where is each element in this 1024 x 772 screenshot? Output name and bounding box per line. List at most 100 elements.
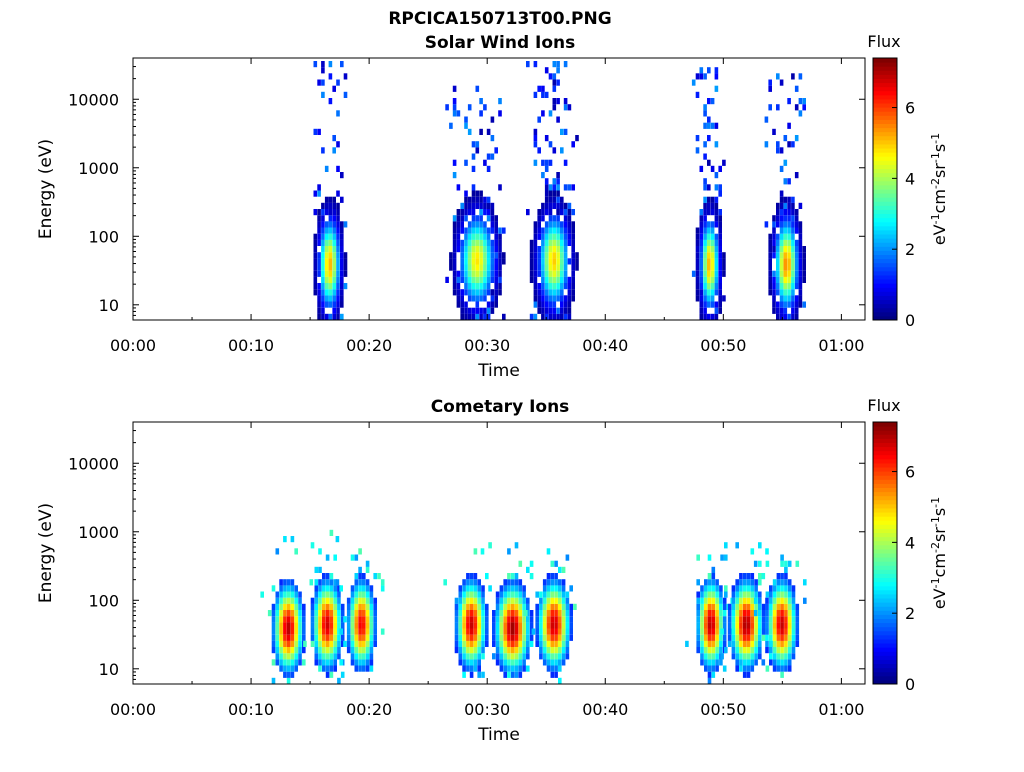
- colorbar-tick-label: 2: [905, 604, 915, 623]
- spectrogram-cell: [275, 548, 280, 555]
- spectrogram-cell: [369, 647, 374, 654]
- colorbar-segment: [873, 127, 897, 133]
- spectrogram-cell: [548, 239, 553, 246]
- spectrogram-cell: [492, 640, 496, 647]
- spectrogram-cell: [526, 634, 530, 641]
- spectrogram-cell: [784, 610, 788, 617]
- spectrogram-cell: [462, 640, 466, 647]
- spectrogram-cell: [460, 215, 464, 222]
- spectrogram-cell: [719, 597, 723, 604]
- spectrogram-cell: [544, 135, 549, 142]
- spectrogram-cell: [769, 610, 773, 617]
- spectrogram-cell: [791, 603, 796, 610]
- spectrogram-cell: [552, 85, 557, 92]
- spectrogram-cell: [704, 610, 708, 617]
- spectrogram-cell: [715, 640, 719, 647]
- spectrogram-cell: [561, 597, 566, 604]
- spectrogram-cell: [333, 610, 337, 617]
- spectrogram-cell: [498, 289, 502, 296]
- spectrogram-cell: [724, 585, 728, 592]
- spectrogram-cell: [735, 542, 739, 549]
- spectrogram-cell: [769, 585, 773, 592]
- spectrogram-cell: [529, 560, 534, 567]
- colorbar-segment: [873, 561, 897, 566]
- spectrogram-cell: [354, 616, 359, 623]
- spectrogram-cell: [462, 616, 466, 623]
- spectrogram-cell: [328, 73, 333, 80]
- spectrogram-cell: [365, 616, 370, 623]
- spectrogram-cell: [495, 628, 500, 635]
- spectrogram-cell: [324, 227, 329, 234]
- spectrogram-cell: [279, 665, 283, 672]
- colorbar-segment: [873, 135, 897, 141]
- spectrogram-cell: [507, 634, 511, 641]
- spectrogram-cell: [358, 591, 362, 598]
- spectrogram-cell: [526, 209, 530, 216]
- spectrogram-cell: [510, 659, 515, 666]
- spectrogram-cell: [317, 289, 321, 296]
- spectrogram-cell: [279, 628, 283, 635]
- colorbar-segment: [873, 152, 897, 157]
- spectrogram-cell: [358, 659, 362, 666]
- spectrogram-cell: [791, 634, 796, 641]
- spectrogram-cell: [449, 264, 453, 271]
- spectrogram-cell: [567, 202, 572, 209]
- spectrogram-cell: [328, 289, 333, 296]
- spectrogram-cell: [467, 202, 472, 209]
- spectrogram-cell: [791, 141, 795, 148]
- spectrogram-cell: [464, 283, 468, 290]
- spectrogram-cell: [772, 289, 776, 296]
- spectrogram-cell: [794, 221, 799, 228]
- spectrogram-cell: [329, 647, 334, 654]
- spectrogram-cell: [791, 616, 796, 623]
- spectrogram-cell: [779, 190, 784, 197]
- spectrogram-cell: [464, 252, 468, 259]
- spectrogram-cell: [458, 622, 463, 629]
- spectrogram-cell: [703, 104, 707, 111]
- spectrogram-cell: [498, 270, 502, 277]
- spectrogram-cell: [758, 579, 762, 586]
- colorbar-segment: [873, 438, 897, 443]
- spectrogram-cell: [495, 616, 500, 623]
- spectrogram-cell: [546, 665, 551, 672]
- spectrogram-cell: [780, 628, 784, 635]
- spectrogram-cell: [563, 258, 568, 265]
- spectrogram-cell: [328, 258, 333, 265]
- spectrogram-cell: [548, 307, 553, 314]
- spectrogram-cell: [340, 239, 344, 246]
- spectrogram-cell: [490, 276, 495, 283]
- spectrogram-cell: [479, 128, 483, 135]
- spectrogram-cell: [548, 283, 553, 290]
- spectrogram-cell: [784, 585, 788, 592]
- spectrogram-cell: [561, 634, 566, 641]
- spectrogram-cell: [696, 554, 700, 561]
- spectrogram-cell: [510, 647, 515, 654]
- spectrogram-cell: [794, 264, 799, 271]
- spectrogram-cell: [325, 591, 330, 598]
- spectrogram-cell: [750, 603, 755, 610]
- spectrogram-cell: [464, 313, 468, 320]
- spectrogram-cell: [494, 221, 498, 228]
- spectrogram-cell: [544, 283, 549, 290]
- spectrogram-cell: [544, 301, 549, 308]
- spectrogram-cell: [485, 634, 489, 641]
- spectrogram-cell: [794, 172, 799, 179]
- spectrogram-cell: [787, 603, 792, 610]
- spectrogram-cell: [529, 610, 534, 617]
- spectrogram-cell: [332, 276, 336, 283]
- spectrogram-cell: [533, 246, 538, 253]
- spectrogram-cell: [780, 634, 784, 641]
- units-exponent: -2: [929, 178, 942, 189]
- spectrogram-cell: [735, 634, 739, 641]
- colorbar-segment: [873, 148, 897, 153]
- spectrogram-cell: [483, 295, 487, 302]
- spectrogram-cell: [546, 579, 551, 586]
- spectrogram-cell: [456, 209, 461, 216]
- spectrogram-cell: [696, 628, 700, 635]
- colorbar-segment: [873, 487, 897, 493]
- spectrogram-cell: [772, 659, 777, 666]
- spectrogram-cell: [561, 647, 566, 654]
- spectrogram-cell: [302, 622, 306, 629]
- spectrogram-cell: [358, 665, 362, 672]
